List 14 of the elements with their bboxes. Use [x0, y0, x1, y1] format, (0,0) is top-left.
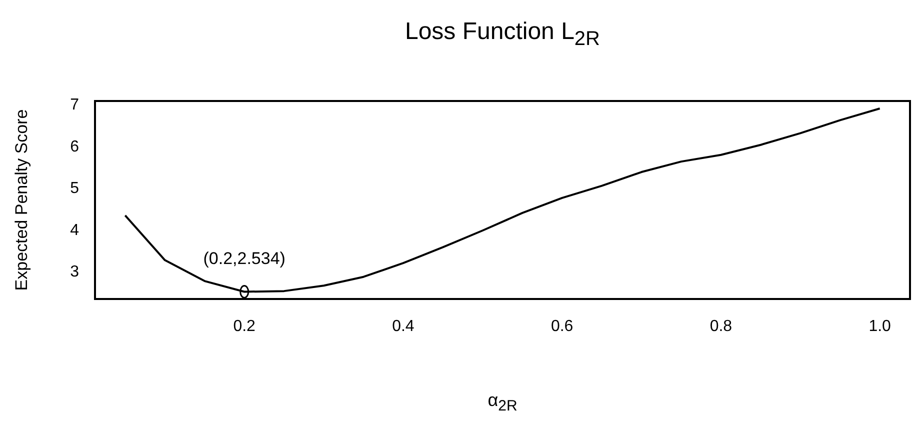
x-tick-label: 0.4 — [392, 318, 414, 336]
chart-title: Loss Function L$_{2R}$ — [404, 18, 601, 51]
annotation: (0.2,2.534) — [203, 248, 286, 268]
y-axis-title: Expected Penalty Score — [12, 109, 32, 291]
y-tick-label: 5 — [70, 180, 80, 198]
x-axis-title: α$_{2R}$ — [486, 390, 518, 415]
y-tick-label: 6 — [70, 138, 80, 156]
y-tick-label: 4 — [70, 222, 80, 239]
x-tick-label: 0.8 — [710, 318, 732, 336]
x-tick-label: 1.0 — [868, 318, 892, 336]
y-tick-label: 3 — [70, 264, 80, 281]
x-tick-label: 0.6 — [550, 318, 574, 336]
y-tick-label: 7 — [70, 96, 80, 114]
x-tick-label: 0.2 — [233, 318, 256, 336]
